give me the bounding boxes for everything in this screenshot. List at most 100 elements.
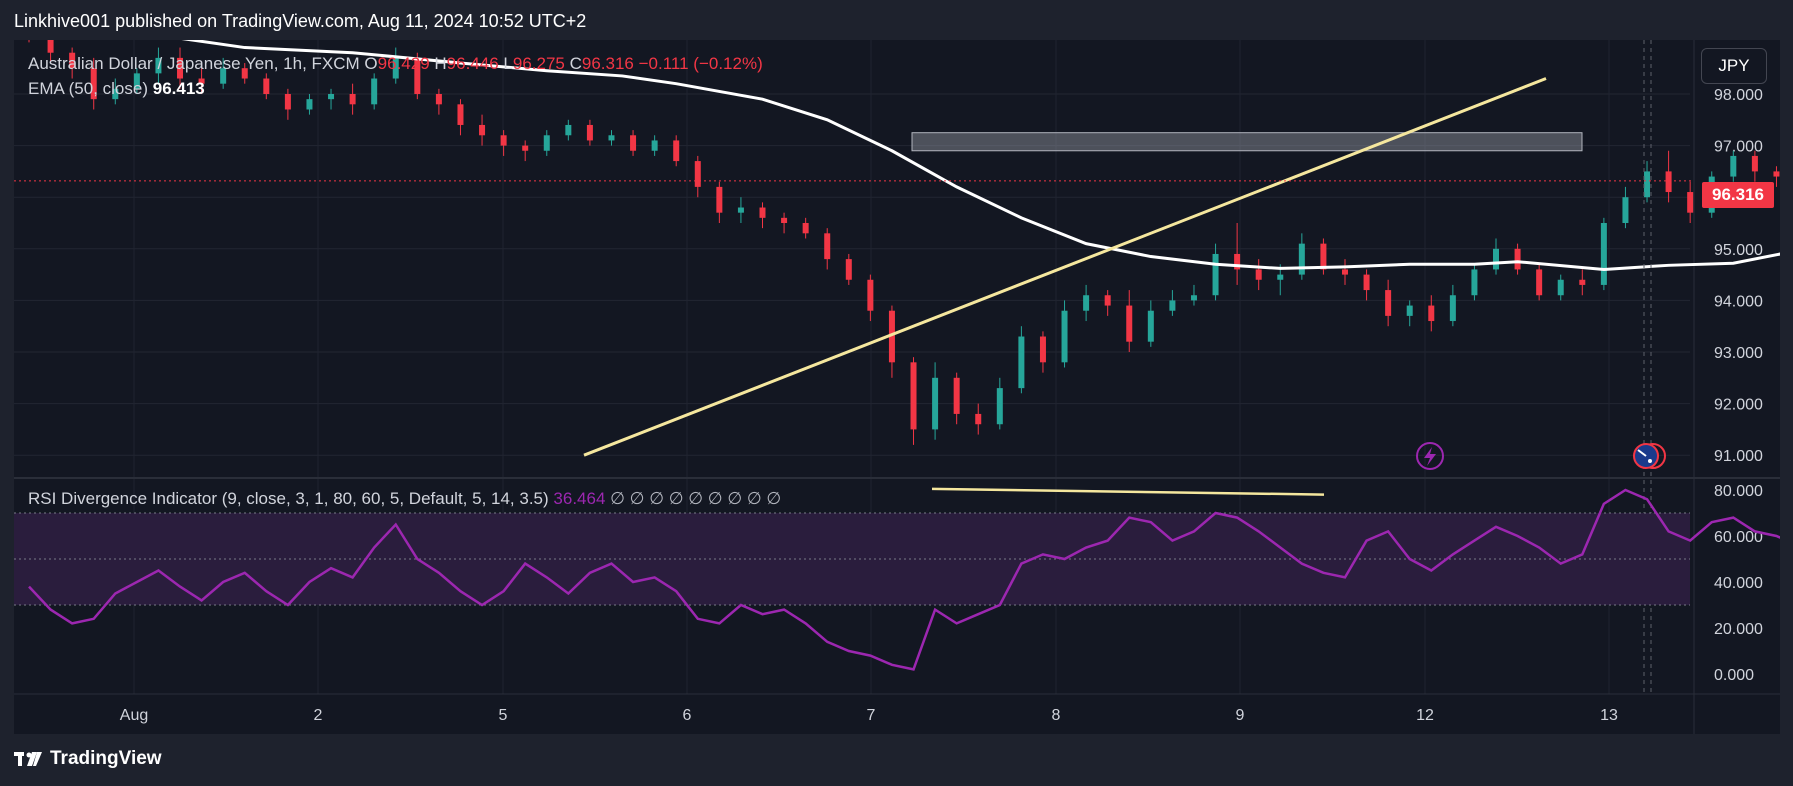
candle-body: [1751, 155, 1758, 172]
candle-body: [1039, 336, 1046, 363]
candle-body: [996, 388, 1003, 425]
price-tick-label: 97.000: [1714, 139, 1763, 156]
candle-body: [69, 52, 76, 69]
rsi-legend[interactable]: RSI Divergence Indicator (9, close, 3, 1…: [28, 489, 781, 509]
symbol-name[interactable]: Australian Dollar / Japanese Yen, 1h, FX…: [28, 54, 360, 73]
rsi-tick-label: 0.000: [1714, 667, 1754, 684]
candle-body: [133, 73, 140, 89]
australia-flag-icon: [1633, 443, 1666, 469]
candle-body: [1061, 310, 1068, 363]
candle-body: [694, 161, 701, 187]
candle-body: [1277, 274, 1284, 280]
flag-cross: [1637, 449, 1647, 457]
candle-body: [824, 233, 831, 260]
support-trendline: [583, 77, 1547, 457]
chart-canvas[interactable]: 98.00097.00096.00095.00094.00093.00092.0…: [14, 40, 1780, 734]
low-label: L: [503, 54, 513, 73]
candle-body: [1557, 279, 1564, 296]
candle-body: [220, 68, 227, 84]
candle-body: [392, 57, 399, 79]
candle-body: [759, 207, 766, 218]
candle-body: [1622, 197, 1629, 223]
time-tick-label: 6: [683, 707, 692, 724]
chart-area[interactable]: 98.00097.00096.00095.00094.00093.00092.0…: [14, 40, 1780, 734]
rsi-value: 36.464: [553, 489, 606, 508]
candle-body: [543, 135, 550, 151]
candle-body: [284, 94, 291, 110]
candle-body: [522, 145, 529, 151]
candle-body: [802, 223, 809, 234]
candle-body: [932, 377, 939, 430]
candle-body: [565, 124, 572, 136]
open-label: O: [364, 54, 378, 73]
time-tick-label: 12: [1416, 707, 1434, 724]
candle-body: [910, 362, 917, 430]
ema-legend[interactable]: EMA (50, close) 96.413: [28, 79, 205, 99]
candle-body: [888, 310, 895, 363]
candle-body: [263, 78, 270, 94]
candle-body: [1320, 243, 1327, 270]
candle-body: [1298, 243, 1305, 275]
resistance-zone: [911, 132, 1583, 152]
candle-body: [349, 94, 356, 105]
candle-body: [1406, 305, 1413, 316]
candle-body: [1169, 300, 1176, 311]
price-tick-label: 95.000: [1714, 242, 1763, 259]
candle-body: [241, 68, 248, 79]
candle-body: [1212, 253, 1219, 296]
candle-body: [47, 40, 54, 53]
candle-body: [1773, 171, 1780, 177]
rsi-tick-label: 80.000: [1714, 483, 1763, 500]
ema-value: 96.413: [152, 79, 205, 98]
time-tick-label: Aug: [120, 707, 148, 724]
candle-body: [1428, 305, 1435, 322]
rsi-placeholders: ∅ ∅ ∅ ∅ ∅ ∅ ∅ ∅ ∅: [610, 489, 782, 508]
time-tick-label: 5: [499, 707, 508, 724]
currency-button[interactable]: JPY: [1701, 48, 1767, 84]
time-tick-label: 7: [867, 707, 876, 724]
lightning-event-circle: [1416, 442, 1444, 470]
candle-body: [1104, 295, 1111, 306]
candle-body: [781, 217, 788, 223]
high-value: 96.446: [446, 54, 499, 73]
candle-body: [673, 140, 680, 162]
lightning-event-icon: [1416, 442, 1444, 470]
candle-body: [1147, 310, 1154, 342]
tradingview-logo-icon: [14, 752, 42, 766]
price-tick-label: 93.000: [1714, 345, 1763, 362]
candle-body: [306, 99, 313, 110]
candle-body: [1514, 248, 1521, 270]
tradingview-logo[interactable]: TradingView: [14, 748, 162, 770]
candle-body: [630, 135, 637, 151]
candle-body: [328, 94, 335, 100]
close-value: 96.316: [581, 54, 634, 73]
open-value: 96.429: [377, 54, 430, 73]
candle-body: [1234, 253, 1241, 270]
high-label: H: [434, 54, 447, 73]
candle-body: [737, 207, 744, 213]
rsi-tick-label: 60.000: [1714, 529, 1763, 546]
time-tick-label: 13: [1600, 707, 1618, 724]
candle-body: [845, 259, 852, 280]
candle-body: [1600, 223, 1607, 285]
candle-body: [1579, 279, 1586, 285]
lightning-bolt: [1424, 447, 1436, 466]
candle-body: [716, 186, 723, 213]
candle-body: [1493, 248, 1500, 270]
time-tick-label: 2: [314, 707, 323, 724]
symbol-legend[interactable]: Australian Dollar / Japanese Yen, 1h, FX…: [28, 54, 763, 74]
candle-body: [1730, 155, 1737, 177]
candle-body: [1536, 269, 1543, 296]
candle-body: [500, 135, 507, 146]
candle-body: [1363, 274, 1370, 291]
time-tick-label: 9: [1236, 707, 1245, 724]
low-value: 96.275: [512, 54, 565, 73]
candle-body: [479, 124, 486, 136]
rsi-label[interactable]: RSI Divergence Indicator (9, close, 3, 1…: [28, 489, 549, 508]
last-price-tag: 96.316: [1702, 182, 1774, 208]
rsi-tick-label: 20.000: [1714, 621, 1763, 638]
candle-body: [586, 124, 593, 141]
candle-body: [1644, 171, 1651, 198]
ema-label[interactable]: EMA (50, close): [28, 79, 148, 98]
rsi-line: [28, 488, 1780, 671]
